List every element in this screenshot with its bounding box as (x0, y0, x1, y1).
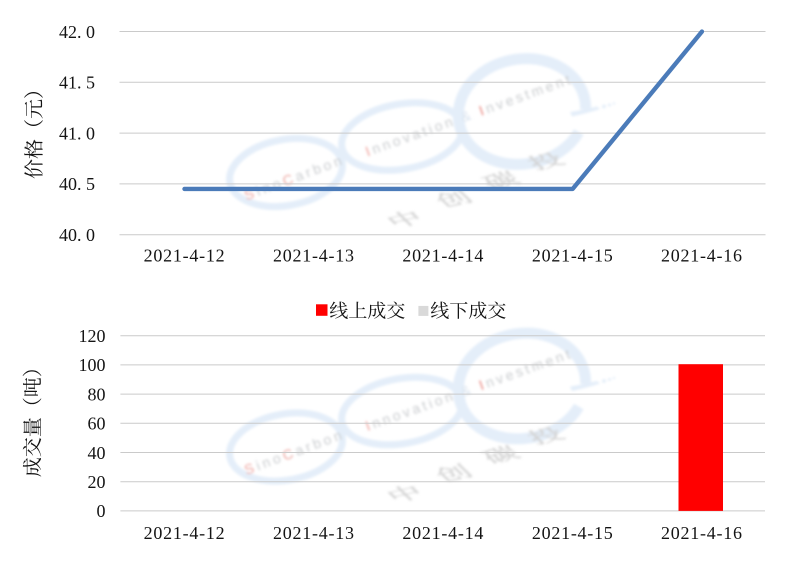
svg-text:2021-4-12: 2021-4-12 (144, 523, 226, 543)
svg-text:40. 5: 40. 5 (59, 174, 95, 194)
svg-text:2021-4-13: 2021-4-13 (273, 523, 355, 543)
svg-text:2021-4-15: 2021-4-15 (532, 245, 614, 265)
svg-text:40. 0: 40. 0 (59, 225, 95, 245)
svg-text:40: 40 (88, 443, 106, 463)
svg-text:100: 100 (79, 355, 106, 375)
svg-text:20: 20 (88, 472, 106, 492)
svg-text:2021-4-13: 2021-4-13 (273, 245, 355, 265)
svg-text:2021-4-16: 2021-4-16 (661, 523, 743, 543)
svg-text:41. 5: 41. 5 (59, 73, 95, 93)
svg-text:80: 80 (88, 384, 106, 404)
svg-text:2021-4-16: 2021-4-16 (661, 245, 743, 265)
svg-text:60: 60 (88, 414, 106, 434)
svg-text:2021-4-12: 2021-4-12 (144, 245, 226, 265)
svg-text:41. 0: 41. 0 (59, 123, 95, 143)
svg-text:2021-4-14: 2021-4-14 (402, 523, 484, 543)
svg-text:2021-4-14: 2021-4-14 (402, 245, 484, 265)
svg-text:0: 0 (97, 501, 106, 521)
svg-text:120: 120 (79, 326, 106, 346)
svg-text:42. 0: 42. 0 (59, 22, 95, 42)
svg-text:2021-4-15: 2021-4-15 (532, 523, 614, 543)
